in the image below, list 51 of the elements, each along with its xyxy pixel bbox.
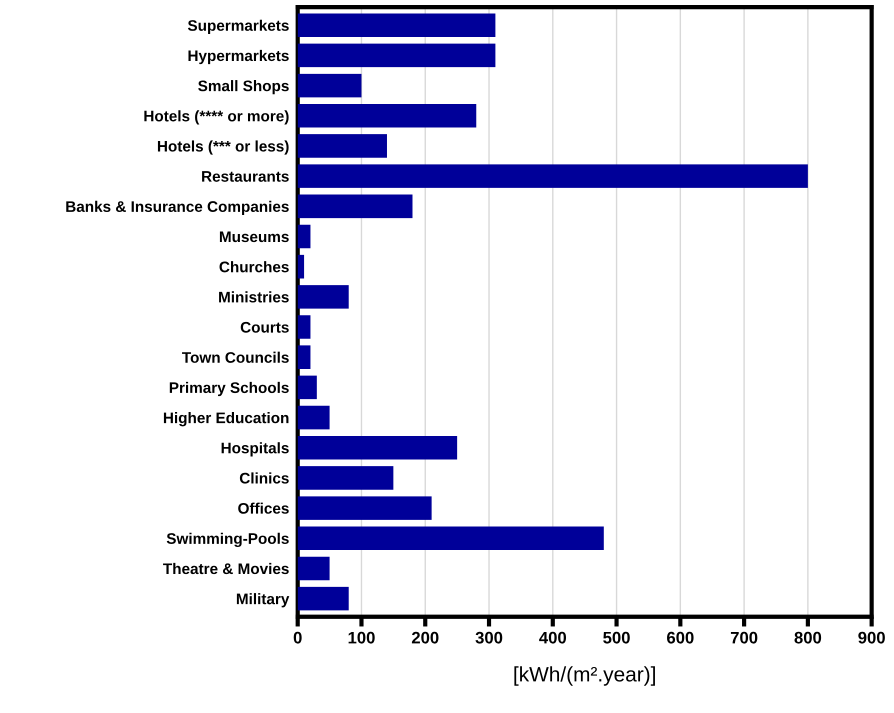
- bar: [298, 556, 330, 580]
- x-axis-title: [kWh/(m².year)]: [514, 666, 655, 686]
- y-tick-label: Hypermarkets: [188, 50, 289, 64]
- x-tick-label: 500: [603, 632, 630, 644]
- x-tick-label: 800: [794, 632, 822, 644]
- y-tick-label: Hospitals: [222, 442, 289, 456]
- bar: [298, 74, 362, 98]
- bar: [298, 466, 394, 490]
- y-tick-label: Theatre & Movies: [163, 562, 289, 574]
- y-tick-label: Museums: [220, 232, 289, 242]
- y-tick-label: Higher Education: [164, 412, 288, 426]
- bar: [298, 315, 310, 339]
- y-tick-label: Offices: [238, 502, 289, 514]
- y-tick-label: Hotels (**** or more): [144, 110, 289, 124]
- y-tick-label: Ministries: [219, 291, 289, 303]
- y-tick-label: Small Shops: [198, 80, 289, 94]
- bar: [298, 376, 317, 400]
- y-tick-label: Swimming-Pools: [166, 532, 289, 548]
- bar: [298, 224, 310, 248]
- bar: [298, 44, 496, 68]
- y-tick-label: Military: [236, 593, 290, 608]
- x-tick-label: 200: [412, 632, 438, 644]
- y-tick-label: Town Councils: [182, 352, 289, 363]
- bar: [298, 134, 387, 158]
- y-tick-label: Hotels (*** or less): [158, 140, 289, 155]
- y-tick-label: Banks & Insurance Companies: [66, 200, 289, 216]
- x-tick-label: 0: [294, 632, 302, 644]
- bar: [298, 406, 330, 430]
- x-tick-label: 100: [348, 632, 375, 644]
- bar: [298, 285, 349, 309]
- y-tick-label: Supermarkets: [188, 20, 289, 34]
- x-tick-label: 400: [539, 632, 566, 644]
- bar: [298, 104, 476, 128]
- x-tick-label: 600: [667, 632, 694, 644]
- y-tick-label: Primary Schools: [170, 382, 289, 396]
- bar: [298, 345, 310, 369]
- y-tick-label: Restaurants: [202, 171, 289, 182]
- y-tick-label: Churches: [220, 261, 289, 272]
- bar: [298, 586, 349, 610]
- bar: [298, 164, 808, 188]
- x-tick-label: 900: [858, 632, 885, 644]
- bar: [298, 254, 304, 278]
- x-tick-label: 300: [476, 632, 502, 644]
- y-tick-label: Courts: [240, 322, 289, 333]
- x-tick-label: 700: [730, 632, 758, 644]
- y-tick-label: Clinics: [240, 472, 289, 484]
- bar: [298, 194, 412, 218]
- bar: [298, 526, 604, 550]
- bar: [298, 436, 458, 460]
- bar: [298, 496, 432, 520]
- bar: [298, 13, 496, 38]
